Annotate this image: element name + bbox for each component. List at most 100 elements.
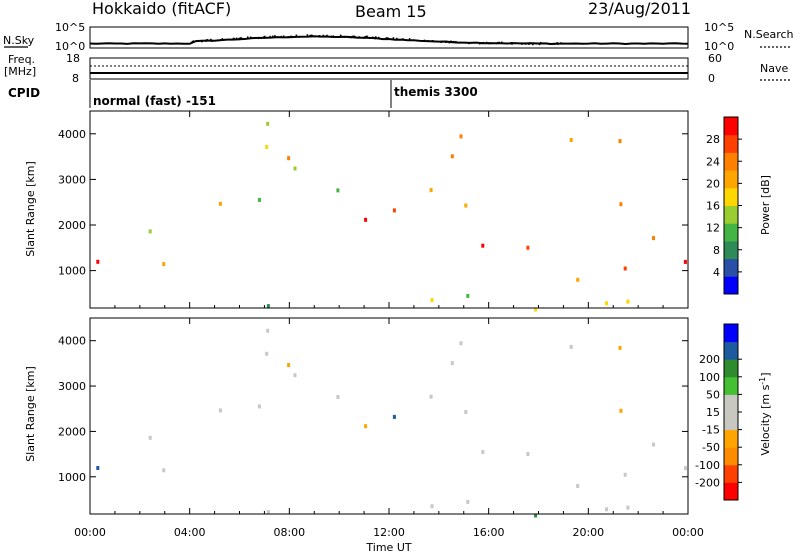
noise-search-dot xyxy=(350,36,352,39)
noise-search-dot xyxy=(219,39,221,42)
nsearch-label: N.Search xyxy=(744,28,794,41)
colorbar-tick-label: 4 xyxy=(713,266,720,279)
x-tick-label: 08:00 xyxy=(273,526,305,539)
noise-search-dot xyxy=(228,38,231,41)
noise-search-dot xyxy=(263,35,266,38)
noise-search-dot xyxy=(553,43,556,45)
power-cell xyxy=(652,236,655,241)
colorbar-tick-label: 8 xyxy=(713,244,720,257)
noise-search-dot xyxy=(521,43,523,45)
power-cell xyxy=(481,243,485,248)
velocity-cell xyxy=(459,341,463,346)
colorbar-segment xyxy=(724,205,738,224)
freq-left-tick-top: 18 xyxy=(66,52,80,65)
power-cell xyxy=(265,145,269,149)
beam-title: Beam 15 xyxy=(355,2,427,21)
noise-search-dot xyxy=(441,40,444,43)
noise-search-dot xyxy=(206,39,208,41)
velocity-cell xyxy=(464,410,468,414)
noise-right-tick-top: 10^5 xyxy=(704,21,734,34)
colorbar-tick-label: 24 xyxy=(706,155,720,168)
noise-search-dot xyxy=(560,42,562,44)
noise-search-dot xyxy=(269,35,271,38)
velocity-cell xyxy=(429,394,433,399)
noise-search-dot xyxy=(211,40,213,43)
noise-search-dot xyxy=(192,40,195,42)
power-y-ticks: 1000 2000 3000 4000 xyxy=(58,128,688,278)
y-tick-label: 2000 xyxy=(58,425,86,438)
noise-search-dot xyxy=(463,42,465,44)
noise-search-dot xyxy=(309,35,311,37)
freq-unit-label: [MHz] xyxy=(4,65,36,78)
x-tick-label: 04:00 xyxy=(174,526,206,539)
noise-search-dot xyxy=(490,42,492,45)
velocity-cell xyxy=(162,468,166,473)
noise-search-dot xyxy=(349,36,351,39)
velocity-cell xyxy=(683,466,687,471)
noise-search-dot xyxy=(205,40,207,42)
cpid-label: CPID xyxy=(8,86,40,100)
freq-panel-frame xyxy=(89,57,689,80)
noise-search-dot xyxy=(363,37,365,39)
noise-search-dots xyxy=(191,34,564,46)
noise-search-dot xyxy=(480,42,482,44)
power-cell xyxy=(266,121,270,126)
velocity-cell xyxy=(569,344,573,349)
cpid-panel: normal (fast) -151 themis 3300 xyxy=(89,80,478,108)
noise-search-dot xyxy=(322,35,324,38)
time-axis: 00:00 04:00 08:00 12:00 16:00 20:00 00:00 xyxy=(74,111,704,539)
noise-search-dot xyxy=(347,36,350,39)
colorbar-tick-label: 200 xyxy=(699,353,720,366)
velocity-cell xyxy=(623,472,627,477)
noise-search-dot xyxy=(280,35,283,38)
colorbar-tick-label: 20 xyxy=(706,177,720,190)
cpid-segment-normal: normal (fast) -151 xyxy=(93,94,216,108)
freq-label: Freq. xyxy=(8,53,35,66)
power-cell xyxy=(623,266,627,271)
freq-left-tick-bottom: 8 xyxy=(72,72,79,85)
noise-search-dot xyxy=(201,40,204,42)
velocity-cell xyxy=(430,504,434,509)
noise-search-dot xyxy=(478,43,481,45)
noise-search-dot xyxy=(239,37,242,39)
velocity-cell xyxy=(257,404,261,409)
colorbar-segment xyxy=(724,134,738,153)
noise-search-dot xyxy=(322,34,325,37)
power-cell xyxy=(626,299,630,304)
noise-search-dot xyxy=(223,39,226,41)
noise-search-dot xyxy=(372,36,374,39)
noise-search-dot xyxy=(440,41,443,44)
y-tick-label: 3000 xyxy=(58,173,86,186)
velocity-cell xyxy=(287,363,291,367)
power-cell xyxy=(336,188,340,193)
noise-search-dot xyxy=(498,41,500,44)
noise-search-dot xyxy=(210,38,212,41)
noise-search-dot xyxy=(369,37,372,39)
velocity-cell xyxy=(148,435,152,440)
velocity-data-cells xyxy=(96,328,687,518)
noise-search-dot xyxy=(287,36,289,38)
noise-search-dot xyxy=(386,37,388,39)
noise-search-dot xyxy=(295,34,298,37)
power-cell xyxy=(162,262,166,267)
velocity-panel-frame xyxy=(89,317,689,515)
noise-search-dot xyxy=(233,38,236,40)
noise-search-dot xyxy=(235,38,238,41)
velocity-colorbar: -200 -100 -50 -15 15 50 100 200 xyxy=(695,323,742,501)
noise-search-dot xyxy=(375,36,377,38)
noise-search-dot xyxy=(423,39,426,42)
noise-search-dot xyxy=(257,37,260,40)
power-cell xyxy=(576,277,580,282)
noise-search-dot xyxy=(497,41,499,44)
noise-search-dot xyxy=(311,34,313,37)
noise-search-dot xyxy=(306,35,309,38)
noise-search-dot xyxy=(272,35,274,38)
velocity-cell xyxy=(266,328,270,333)
y-tick-label: 1000 xyxy=(58,265,86,278)
power-cell xyxy=(450,154,454,159)
power-cell xyxy=(459,134,463,139)
noise-search-dot xyxy=(434,41,436,43)
power-cell xyxy=(293,166,297,171)
power-cell xyxy=(464,203,468,208)
noise-search-dot xyxy=(495,42,498,45)
